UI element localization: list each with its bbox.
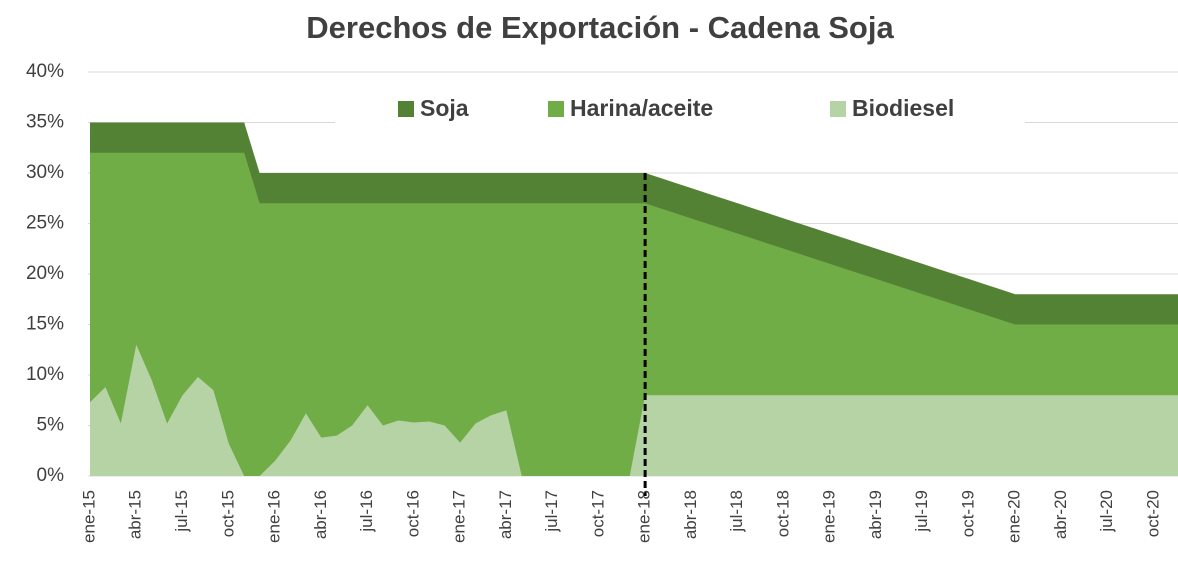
x-tick-label: oct-16 [403, 490, 422, 537]
y-tick-label: 35% [26, 112, 64, 133]
x-tick-label: oct-20 [1143, 490, 1162, 537]
x-tick-label: abr-16 [311, 490, 330, 539]
y-tick-label: 10% [26, 364, 64, 385]
legend-swatch [830, 101, 846, 117]
x-tick-label: oct-18 [773, 490, 792, 537]
legend-background [335, 88, 1025, 132]
x-tick-label: ene-15 [79, 490, 98, 543]
legend-swatch [398, 101, 414, 117]
x-tick-label: jul-17 [542, 490, 561, 533]
y-tick-label: 30% [26, 162, 64, 183]
x-tick-label: oct-17 [588, 490, 607, 537]
y-tick-label: 0% [37, 465, 65, 486]
x-tick-label: jul-18 [727, 490, 746, 533]
y-tick-label: 25% [26, 213, 64, 234]
x-tick-label: abr-15 [126, 490, 145, 539]
legend-label: Biodiesel [852, 95, 954, 121]
x-tick-label: oct-19 [958, 490, 977, 537]
x-tick-label: abr-18 [681, 490, 700, 539]
plot-area [90, 122, 1178, 476]
area [90, 344, 1178, 476]
x-tick-label: oct-15 [218, 490, 237, 537]
y-tick-label: 15% [26, 314, 64, 335]
y-tick-label: 5% [37, 415, 65, 436]
x-tick-label: ene-18 [635, 490, 654, 543]
x-tick-label: jul-15 [172, 490, 191, 533]
legend-swatch [548, 101, 564, 117]
x-tick-label: ene-17 [450, 490, 469, 543]
x-tick-label: ene-16 [265, 490, 284, 543]
y-tick-label: 20% [26, 263, 64, 284]
x-tick-label: jul-16 [357, 490, 376, 533]
y-tick-label: 40% [26, 61, 64, 82]
x-tick-label: ene-19 [820, 490, 839, 543]
x-tick-label: jul-20 [1097, 490, 1116, 533]
x-tick-label: abr-19 [866, 490, 885, 539]
x-tick-label: jul-19 [912, 490, 931, 533]
legend-label: Soja [420, 95, 469, 121]
chart-title: Derechos de Exportación - Cadena Soja [306, 10, 894, 45]
legend-label: Harina/aceite [570, 95, 713, 121]
x-tick-label: abr-17 [496, 490, 515, 539]
x-tick-label: abr-20 [1051, 490, 1070, 539]
x-tick-label: ene-20 [1005, 490, 1024, 543]
